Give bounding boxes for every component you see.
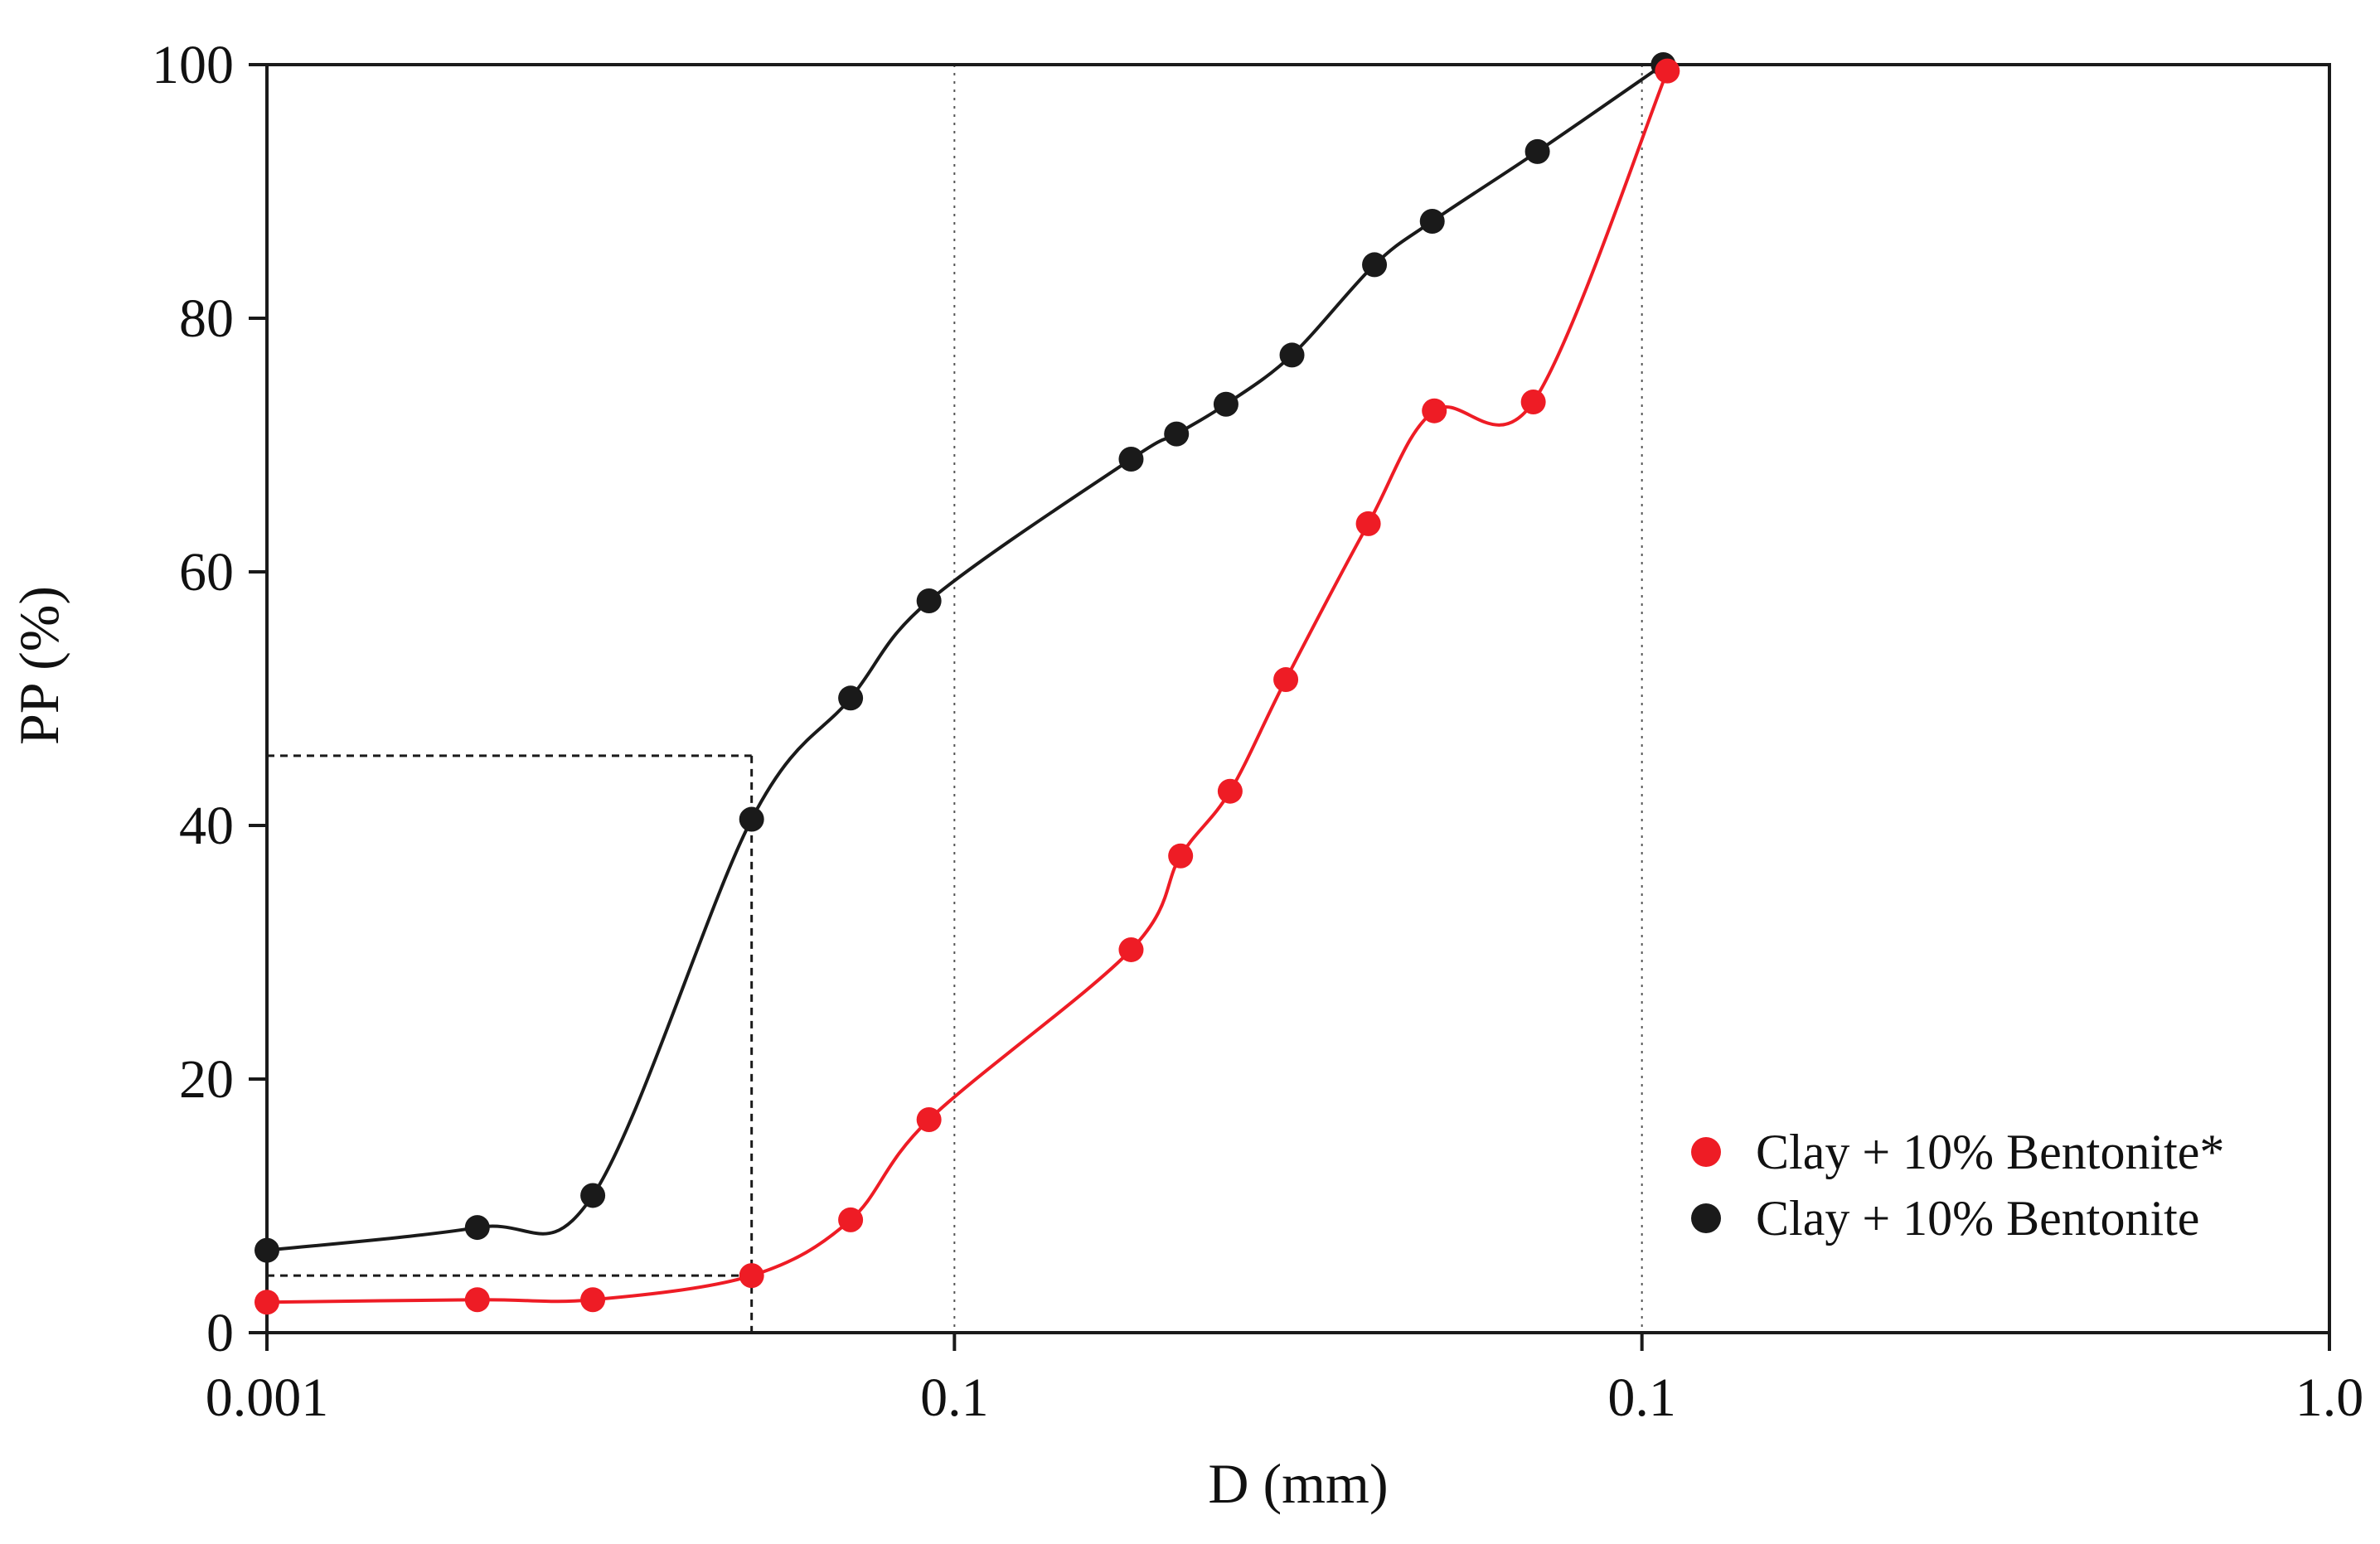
series-1-point-2 xyxy=(580,1183,606,1208)
series-0-point-11 xyxy=(1422,398,1447,424)
series-1-point-6 xyxy=(1118,446,1144,472)
series-line-0 xyxy=(266,70,1670,1304)
series-layer xyxy=(266,63,1670,1304)
plot-frame xyxy=(265,63,2331,1334)
series-1-point-12 xyxy=(1524,138,1550,164)
series-0-point-9 xyxy=(1273,667,1299,693)
grid-layer xyxy=(953,65,1643,1333)
guide-layer xyxy=(267,754,754,1333)
x-tick-label-2: 0.1 xyxy=(1607,1367,1676,1428)
y-tick-label-2: 40 xyxy=(179,796,234,856)
series-1-point-5 xyxy=(916,588,942,614)
series-1-point-4 xyxy=(838,685,864,711)
legend: Clay + 10% Bentonite* Clay + 10% Bentoni… xyxy=(1691,1125,2224,1246)
series-1-point-8 xyxy=(1213,391,1238,417)
point-layer xyxy=(254,52,1680,1315)
y-tick-label-4: 80 xyxy=(179,288,234,349)
series-0-point-1 xyxy=(464,1287,490,1313)
series-0-point-7 xyxy=(1168,843,1194,869)
x-axis-title: D (mm) xyxy=(1208,1452,1388,1515)
series-0-point-0 xyxy=(254,1290,279,1315)
series-0-point-4 xyxy=(838,1207,864,1232)
series-0-point-10 xyxy=(1355,511,1381,536)
series-1-point-11 xyxy=(1419,209,1445,235)
series-0-point-8 xyxy=(1217,778,1243,804)
y-tick-label-0: 0 xyxy=(206,1303,234,1363)
series-0-point-3 xyxy=(739,1263,764,1289)
series-0-point-13 xyxy=(1655,58,1680,84)
series-line-1 xyxy=(266,63,1665,1252)
y-tick-label-1: 20 xyxy=(179,1049,234,1110)
legend-marker-clay-bentonite xyxy=(1691,1203,1721,1233)
tick-layer: 0 20 40 60 80 100 0.001 0.1 0.1 1.0 xyxy=(152,35,2363,1428)
y-axis-title: PP (%) xyxy=(7,586,70,745)
series-0-point-6 xyxy=(1118,937,1144,962)
series-1-point-3 xyxy=(739,806,764,832)
x-tick-label-3: 1.0 xyxy=(2295,1367,2364,1428)
legend-label-clay-bentonite-star: Clay + 10% Bentonite* xyxy=(1756,1125,2224,1179)
legend-label-clay-bentonite: Clay + 10% Bentonite xyxy=(1756,1191,2199,1246)
x-tick-label-0: 0.001 xyxy=(206,1367,329,1428)
legend-marker-clay-bentonite-star xyxy=(1691,1137,1721,1167)
x-tick-label-1: 0.1 xyxy=(920,1367,989,1428)
series-1-point-0 xyxy=(254,1237,279,1263)
series-1-point-9 xyxy=(1279,342,1305,368)
series-1-point-1 xyxy=(464,1215,490,1241)
series-1-point-7 xyxy=(1164,421,1190,447)
y-tick-label-3: 60 xyxy=(179,542,234,603)
series-0-point-2 xyxy=(580,1287,606,1313)
y-tick-label-5: 100 xyxy=(152,35,234,95)
series-0-point-12 xyxy=(1520,389,1546,414)
series-0-point-5 xyxy=(916,1106,942,1132)
series-1-point-10 xyxy=(1362,252,1388,278)
